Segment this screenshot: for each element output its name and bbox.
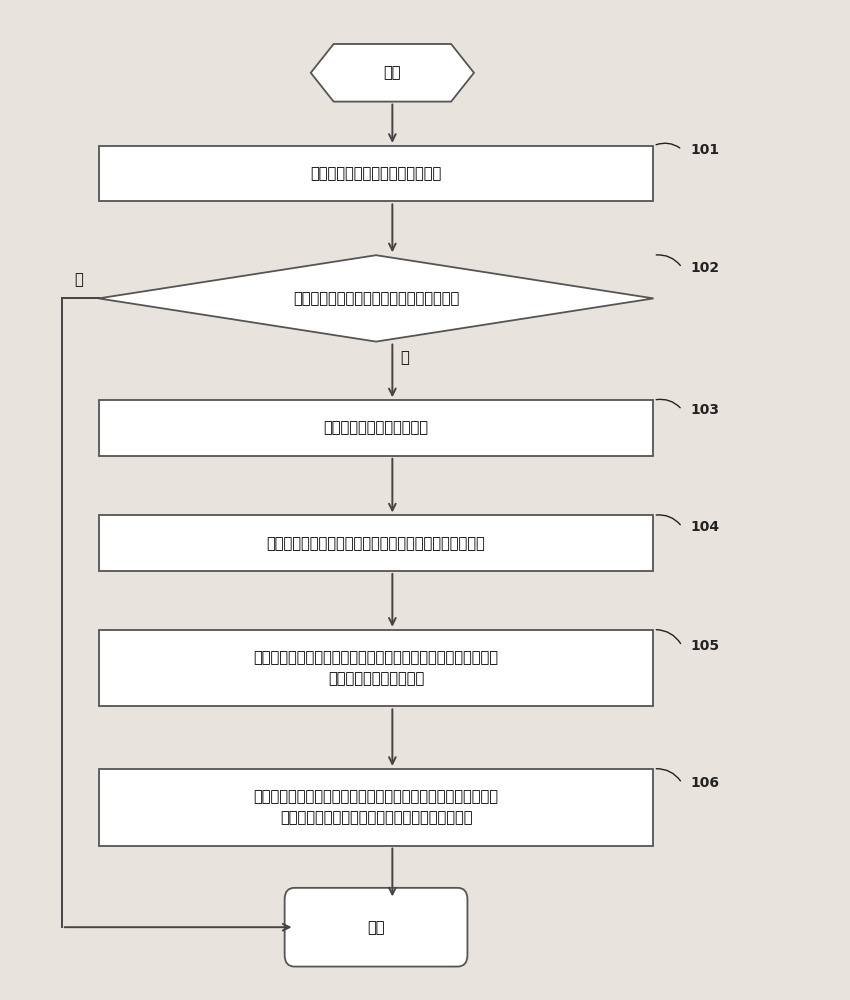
Text: 否: 否 xyxy=(74,272,82,287)
Text: 104: 104 xyxy=(690,520,719,534)
Polygon shape xyxy=(311,44,474,102)
FancyBboxPatch shape xyxy=(99,400,654,456)
FancyBboxPatch shape xyxy=(99,515,654,571)
Polygon shape xyxy=(99,255,654,342)
FancyBboxPatch shape xyxy=(285,888,468,967)
Text: 106: 106 xyxy=(690,776,719,790)
Text: 105: 105 xyxy=(690,639,719,653)
Text: 获取液压卷扬机构的卷扬吊载重量: 获取液压卷扬机构的卷扬吊载重量 xyxy=(310,166,442,181)
Text: 结束: 结束 xyxy=(367,920,385,935)
Text: 102: 102 xyxy=(690,261,719,275)
Text: 判断卷扬吊载重量是否大于设定的重量阈值: 判断卷扬吊载重量是否大于设定的重量阈值 xyxy=(293,291,459,306)
Text: 是: 是 xyxy=(400,350,409,365)
FancyBboxPatch shape xyxy=(99,630,654,706)
Text: 获取发动机的启停状态信息: 获取发动机的启停状态信息 xyxy=(324,420,428,436)
Text: 开始: 开始 xyxy=(383,65,401,80)
FancyBboxPatch shape xyxy=(99,146,654,201)
FancyBboxPatch shape xyxy=(99,769,654,846)
Text: 根据熄火时长以及熄火时长与补油时长的对应关系，得到对液压
系统进行补油的补油时长: 根据熄火时长以及熄火时长与补油时长的对应关系，得到对液压 系统进行补油的补油时长 xyxy=(253,650,499,686)
Text: 以补油时长为持续时间，交替向卷扬起升控制阀输出第一补油控
制信号及向卷扬下降控制阀输出第二补油控制信号: 以补油时长为持续时间，交替向卷扬起升控制阀输出第一补油控 制信号及向卷扬下降控制… xyxy=(253,789,499,825)
Text: 103: 103 xyxy=(690,403,719,417)
Text: 101: 101 xyxy=(690,143,719,157)
Text: 根据发动机的启停状态信息计算发动机启动前的熄火时长: 根据发动机的启停状态信息计算发动机启动前的熄火时长 xyxy=(267,536,485,551)
